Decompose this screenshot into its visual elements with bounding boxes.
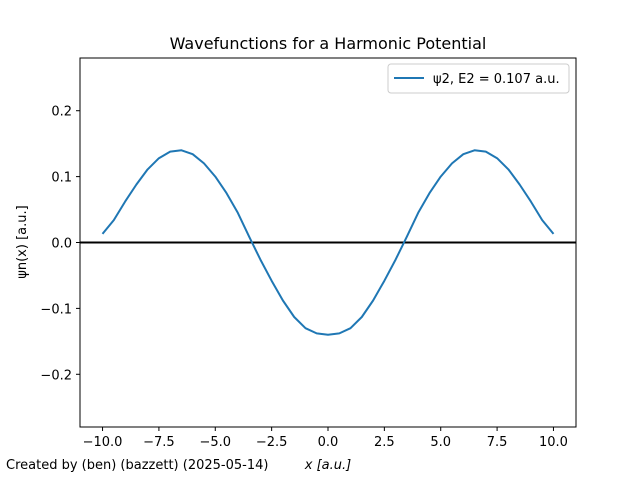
x-tick-label: −5.0 bbox=[199, 435, 231, 450]
series-group bbox=[101, 149, 555, 336]
chart-title: Wavefunctions for a Harmonic Potential bbox=[170, 34, 487, 53]
x-tick-label: −2.5 bbox=[256, 435, 288, 450]
y-tick-label: −0.1 bbox=[40, 302, 72, 317]
axis-ticks: −10.0 −7.5 −5.0 −2.5 0.0 2.5 5.0 7.5 10.0 −0.2 −0.… bbox=[40, 105, 568, 450]
y-tick-label: 0.0 bbox=[51, 237, 72, 252]
x-tick-label: 10.0 bbox=[539, 435, 568, 450]
legend-box bbox=[387, 63, 570, 94]
x-axis-label: x [a.u.] bbox=[304, 458, 351, 473]
series-line bbox=[101, 149, 555, 336]
x-tick-label: −7.5 bbox=[143, 435, 175, 450]
legend-label: ψ2, E2 = 0.107 a.u. bbox=[433, 72, 560, 87]
y-tick-label: 0.1 bbox=[51, 171, 72, 186]
x-tick-label: 7.5 bbox=[487, 435, 508, 450]
y-axis-label: ψn(x) [a.u.] bbox=[15, 205, 30, 278]
x-tick-label: 0.0 bbox=[318, 435, 339, 450]
plot-frame bbox=[79, 57, 577, 428]
x-tick-label: 5.0 bbox=[430, 435, 451, 450]
y-tick-label: −0.2 bbox=[40, 368, 72, 383]
x-tick-label: 2.5 bbox=[374, 435, 395, 450]
y-tick-label: 0.2 bbox=[51, 105, 72, 120]
x-tick-label: −10.0 bbox=[83, 435, 123, 450]
legend: ψ2, E2 = 0.107 a.u. bbox=[387, 63, 570, 94]
footer-credit: Created by (ben) (bazzett) (2025-05-14) bbox=[6, 458, 269, 473]
